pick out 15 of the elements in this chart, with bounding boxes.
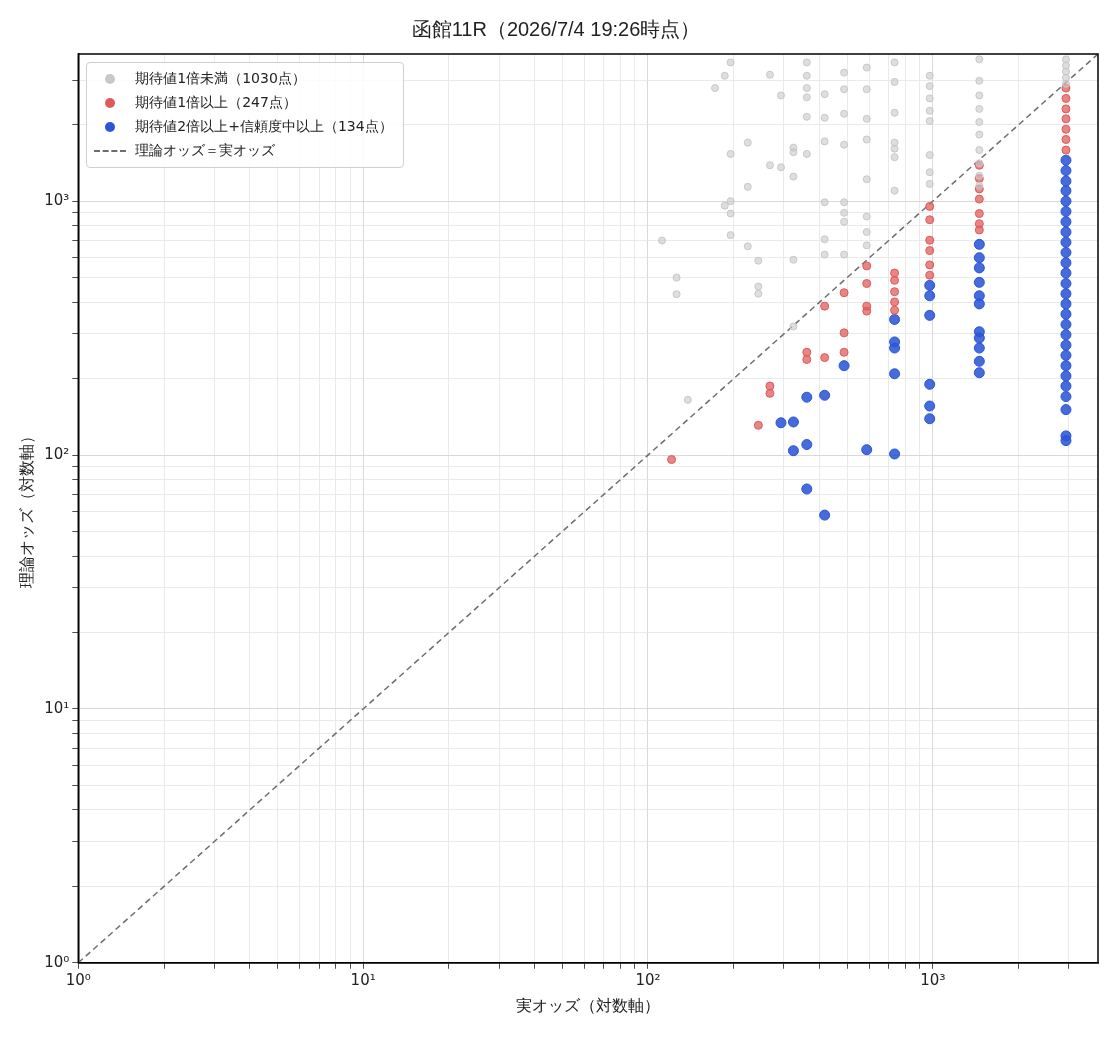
y-tick-label: 10¹ [44,698,70,717]
x-tick-label: 10⁰ [65,970,91,989]
legend-label: 期待値1倍未満（1030点） [135,70,306,88]
y-axis-title: 理論オッズ（対数軸） [18,428,36,589]
legend-label: 期待値1倍以上（247点） [135,94,297,112]
x-tick-label: 10¹ [350,970,376,989]
x-axis-title: 実オッズ（対数軸） [516,996,661,1014]
x-tick-label: 10³ [920,970,946,989]
y-tick-label: 10³ [44,191,70,210]
x-tick-label: 10² [635,970,661,989]
y-tick-label: 10⁰ [44,952,70,971]
chart-title: 函館11R（2026/7/4 19:26時点） [411,17,701,40]
y-tick-label: 10² [44,444,70,463]
legend-label: 期待値2倍以上+信頼度中以上（134点） [135,118,393,136]
legend-label: 理論オッズ＝実オッズ [135,142,276,160]
